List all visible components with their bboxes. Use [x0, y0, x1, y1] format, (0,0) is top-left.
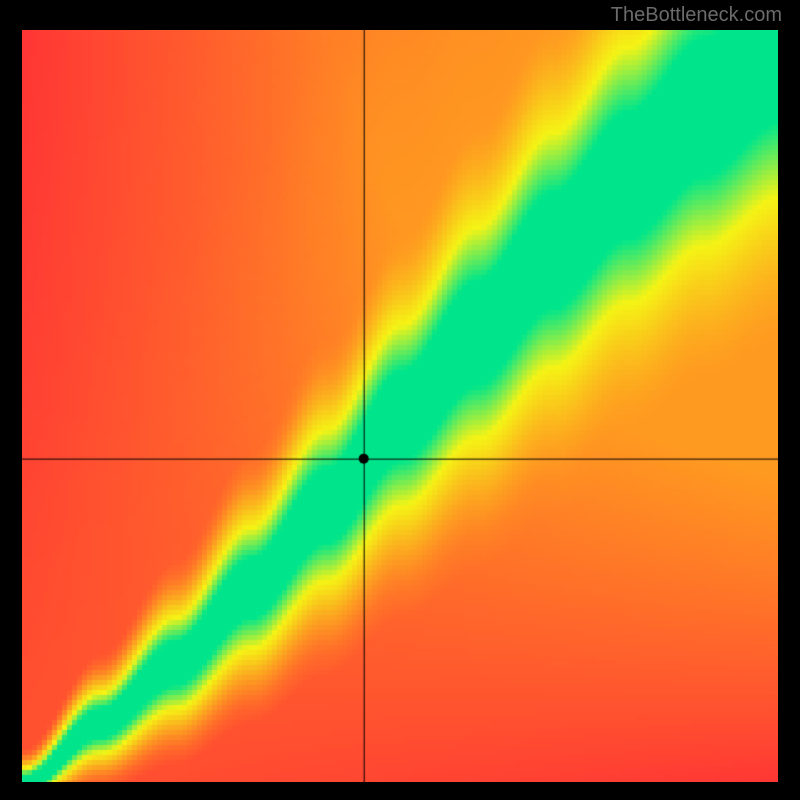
watermark-text: TheBottleneck.com [611, 4, 782, 27]
heatmap-plot [22, 30, 778, 782]
chart-container: TheBottleneck.com [0, 0, 800, 800]
heatmap-canvas [22, 30, 778, 782]
